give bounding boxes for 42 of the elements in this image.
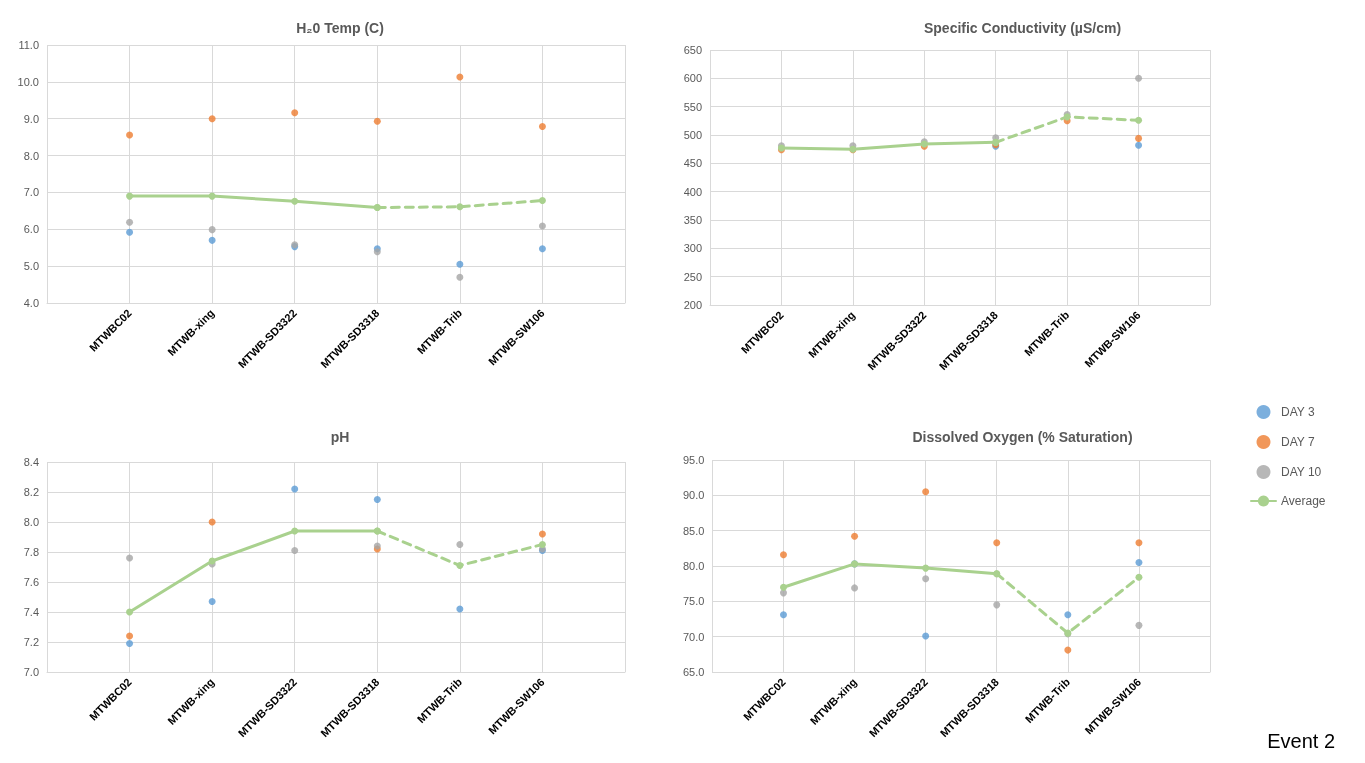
- legend-label: DAY 3: [1281, 405, 1315, 419]
- y-tick-label: 90.0: [682, 489, 705, 502]
- y-tick-label: 8.4: [23, 456, 39, 468]
- y-tick-label: 550: [683, 100, 702, 113]
- legend-label: DAY 10: [1281, 465, 1322, 479]
- y-tick-label: 450: [683, 157, 702, 170]
- y-tick-label: 80.0: [682, 560, 705, 572]
- y-tick-label: 6.0: [23, 223, 39, 236]
- y-tick-label: 9.0: [23, 112, 39, 125]
- y-tick-label: 8.0: [23, 516, 39, 528]
- y-tick-label: 200: [683, 299, 702, 311]
- chart-title: pH: [330, 429, 350, 445]
- y-tick-label: 95.0: [682, 454, 705, 466]
- y-tick-label: 500: [683, 129, 702, 141]
- chart-title: H₂0 Temp (C): [296, 20, 384, 36]
- y-tick-label: 7.4: [23, 606, 39, 618]
- y-tick-label: 10.0: [17, 75, 39, 88]
- y-tick-label: 7.8: [23, 546, 39, 558]
- y-tick-label: 7.2: [23, 636, 39, 648]
- y-tick-label: 400: [683, 185, 702, 198]
- y-tick-label: 11.0: [18, 39, 39, 51]
- y-tick-label: 600: [683, 72, 702, 85]
- y-tick-label: 5.0: [23, 260, 39, 273]
- y-tick-label: 65.0: [682, 666, 705, 678]
- legend-label: DAY 7: [1281, 435, 1315, 449]
- legend-label: Average: [1281, 494, 1326, 508]
- y-tick-label: 75.0: [682, 595, 705, 608]
- y-tick-label: 650: [683, 44, 702, 56]
- chart-title: Dissolved Oxygen (% Saturation): [912, 429, 1133, 445]
- y-tick-label: 8.0: [23, 149, 39, 162]
- text: Event 2: [1267, 730, 1336, 752]
- y-tick-label: 7.6: [23, 576, 39, 588]
- y-tick-label: 7.0: [23, 666, 39, 678]
- y-tick-label: 350: [683, 214, 702, 226]
- y-tick-label: 7.0: [23, 186, 39, 199]
- y-tick-label: 4.0: [23, 297, 39, 309]
- y-tick-label: 70.0: [682, 630, 705, 643]
- y-tick-label: 85.0: [682, 524, 705, 537]
- y-tick-label: 300: [683, 242, 702, 255]
- chart-title: Specific Conductivity (µS/cm): [923, 20, 1122, 36]
- y-tick-label: 8.2: [23, 486, 39, 498]
- y-tick-label: 250: [683, 270, 702, 283]
